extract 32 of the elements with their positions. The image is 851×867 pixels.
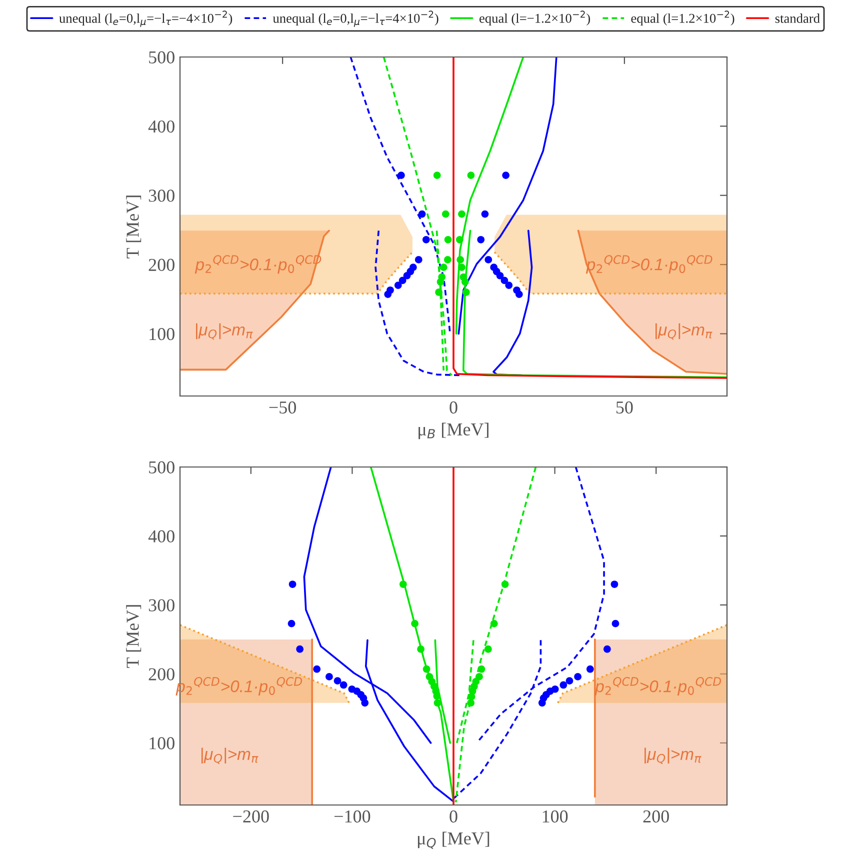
y-tick-label: 200 [148, 668, 174, 680]
annotation: |μ$_{Q}$|>m$_{π}$ [655, 323, 712, 340]
legend-label: equal (l=1.2×10$^{−2}$) [631, 10, 734, 26]
y-tick-label: 500 [149, 51, 174, 64]
x-tick-label: −50 [269, 401, 296, 414]
y-tick-label: 200 [148, 258, 174, 271]
y-tick-label: 300 [148, 599, 174, 612]
annotation: |μ$_{Q}$|>m$_{π}$ [196, 323, 253, 340]
x-tick-label: 0 [450, 401, 458, 414]
y-tick-label: 400 [148, 530, 174, 542]
y-tick-label: 100 [150, 328, 174, 340]
y-tick-label: 100 [150, 737, 174, 750]
text: unequal (l$_{e}$=0,l$_{μ}$=−l$_{τ}$=4×10$^{−2}$) [272, 10, 438, 27]
x-tick-label: −100 [334, 810, 370, 823]
y-tick-label: 500 [149, 461, 174, 474]
y-axis-title: T [MeV] [126, 605, 142, 668]
text: unequal (l$_{e}$=0,l$_{μ}$=−l$_{τ}$=−4×10$^{−2}$) [59, 10, 232, 27]
y-tick-label: 300 [148, 190, 174, 202]
annotation: |μ$_{Q}$|>m$_{π}$ [644, 748, 702, 764]
annotation: |μ$_{Q}$|>m$_{π}$ [201, 748, 258, 764]
y-tick-label: 400 [148, 120, 174, 133]
x-tick-label: 0 [450, 810, 458, 823]
x-tick-label: 50 [616, 401, 633, 414]
legend-label: standard [775, 14, 820, 23]
x-axis-title: μ$_{Q}$ [MeV] [418, 832, 490, 849]
x-axis-title: μ$_{B}$ [MeV] [418, 422, 488, 440]
x-tick-label: −200 [233, 810, 269, 823]
x-tick-label: 100 [542, 810, 568, 823]
y-axis-title: T [MeV] [126, 196, 142, 258]
legend-label: equal (l=−1.2×10$^{−2}$) [480, 10, 590, 26]
annotation: p$_{2}$$^{QCD}$>0.1·p$_{0}$$^{QCD}$ [176, 677, 302, 696]
x-tick-label: 200 [643, 810, 669, 823]
